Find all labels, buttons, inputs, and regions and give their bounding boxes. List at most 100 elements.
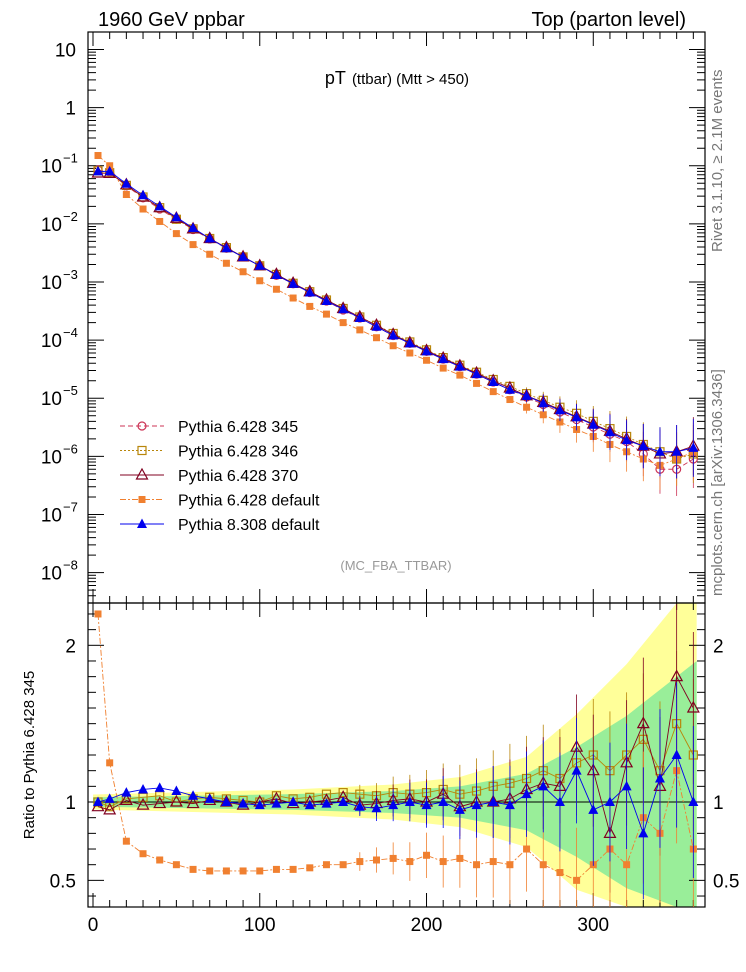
ratio-data-point: [256, 867, 264, 875]
data-point: [338, 303, 349, 314]
ratio-data-point: [389, 854, 397, 862]
ratio-data-point: [106, 759, 114, 767]
legend: Pythia 6.428 345 Pythia 6.428 346 Pythia 6…: [120, 419, 320, 534]
data-point: [354, 312, 365, 323]
y-tick-label: 10: [41, 215, 62, 236]
data-point: [171, 211, 182, 222]
data-point: [222, 259, 230, 267]
ratio-data-point: [119, 793, 133, 806]
ratio-data-point: [306, 864, 314, 872]
y-tick-label: 10: [41, 389, 62, 410]
data-point: [588, 419, 599, 429]
ratio-data-point: [171, 785, 182, 796]
uncertainty-band-inner: [93, 660, 697, 907]
data-point: [473, 379, 481, 387]
ratio-data-point: [506, 861, 514, 869]
data-point: [523, 403, 531, 411]
data-point: [456, 371, 464, 379]
ratio-data-point: [638, 827, 649, 838]
ratio-data-point: [688, 796, 699, 807]
analysis-label: (MC_FBA_TTBAR): [340, 558, 451, 573]
ratio-data-point: [304, 799, 315, 810]
data-point: [322, 310, 330, 318]
legend-marker: [137, 445, 147, 456]
series-line: [98, 170, 694, 453]
ratio-data-point: [239, 867, 247, 875]
ratio-data-point: [686, 700, 700, 713]
data-point: [671, 446, 682, 456]
data-point: [272, 285, 280, 293]
data-point: [204, 233, 215, 243]
y-tick-exponent: −2: [63, 209, 78, 224]
data-point: [621, 434, 632, 445]
ratio-data-point: [473, 861, 481, 869]
data-point: [172, 230, 180, 238]
ratio-data-point: [338, 796, 349, 807]
data-point: [106, 162, 114, 170]
ratio-data-point: [406, 858, 414, 866]
y-tick-exponent: −5: [63, 383, 78, 398]
data-point: [439, 364, 447, 372]
ratio-data-point: [222, 867, 230, 875]
ratio-y-tick-label: 1: [65, 793, 76, 814]
data-marks: [91, 152, 700, 907]
x-tick-label: 0: [88, 915, 99, 936]
ratio-y-tick-label: 2: [65, 636, 76, 657]
ratio-data-point: [604, 796, 615, 807]
y-tick-label: 10: [41, 505, 62, 526]
y-tick-exponent: −6: [63, 441, 78, 456]
data-point: [206, 250, 214, 258]
ratio-data-point: [471, 799, 482, 810]
data-point: [288, 278, 299, 288]
ratio-data-point: [339, 861, 347, 869]
data-point: [321, 295, 332, 306]
data-point: [94, 152, 102, 160]
data-point: [238, 251, 249, 261]
series-line: [97, 172, 694, 455]
ratio-data-point: [139, 850, 147, 858]
data-point: [388, 330, 399, 340]
ratio-data-point: [671, 749, 682, 759]
ratio-data-point: [238, 798, 249, 808]
ratio-data-point: [186, 796, 200, 809]
y-tick-label: 10: [41, 564, 62, 585]
ratio-data-point: [321, 798, 332, 808]
ratio-data-point: [670, 669, 684, 682]
data-point: [203, 231, 217, 244]
data-point: [371, 321, 382, 331]
data-point: [188, 222, 199, 232]
data-point: [339, 319, 347, 327]
data-point: [538, 397, 549, 408]
ratio-data-point: [454, 804, 465, 814]
ratio-data-point: [556, 869, 564, 877]
data-point: [488, 376, 499, 387]
data-point: [356, 326, 364, 334]
data-point: [406, 349, 414, 357]
data-point: [306, 302, 314, 310]
ratio-ylabel: Ratio to Pythia 6.428 345: [21, 671, 38, 839]
ratio-data-point: [122, 837, 130, 845]
data-point: [289, 294, 297, 302]
ratio-data-point: [93, 796, 104, 807]
x-tick-label: 100: [244, 915, 276, 936]
data-point: [189, 241, 197, 249]
legend-marker: [137, 518, 147, 528]
data-point: [423, 356, 431, 364]
data-point: [121, 178, 132, 188]
ratio-data-point: [204, 793, 215, 803]
ratio-data-point: [356, 858, 364, 866]
ratio-data-point: [272, 865, 280, 873]
data-point: [489, 388, 497, 396]
legend-entry-3: Pythia 6.428 default: [120, 493, 320, 510]
header-right: Top (parton level): [531, 9, 686, 31]
ratio-data-point: [94, 610, 102, 618]
data-point: [638, 440, 649, 451]
ratio-y-tick-label-right: 2: [713, 636, 724, 657]
legend-entry-4: Pythia 8.308 default: [120, 517, 320, 534]
ratio-data-point: [288, 796, 299, 807]
ratio-data-point: [172, 861, 180, 869]
data-point: [389, 342, 397, 350]
data-point: [688, 442, 699, 452]
ratio-data-point: [372, 856, 380, 864]
